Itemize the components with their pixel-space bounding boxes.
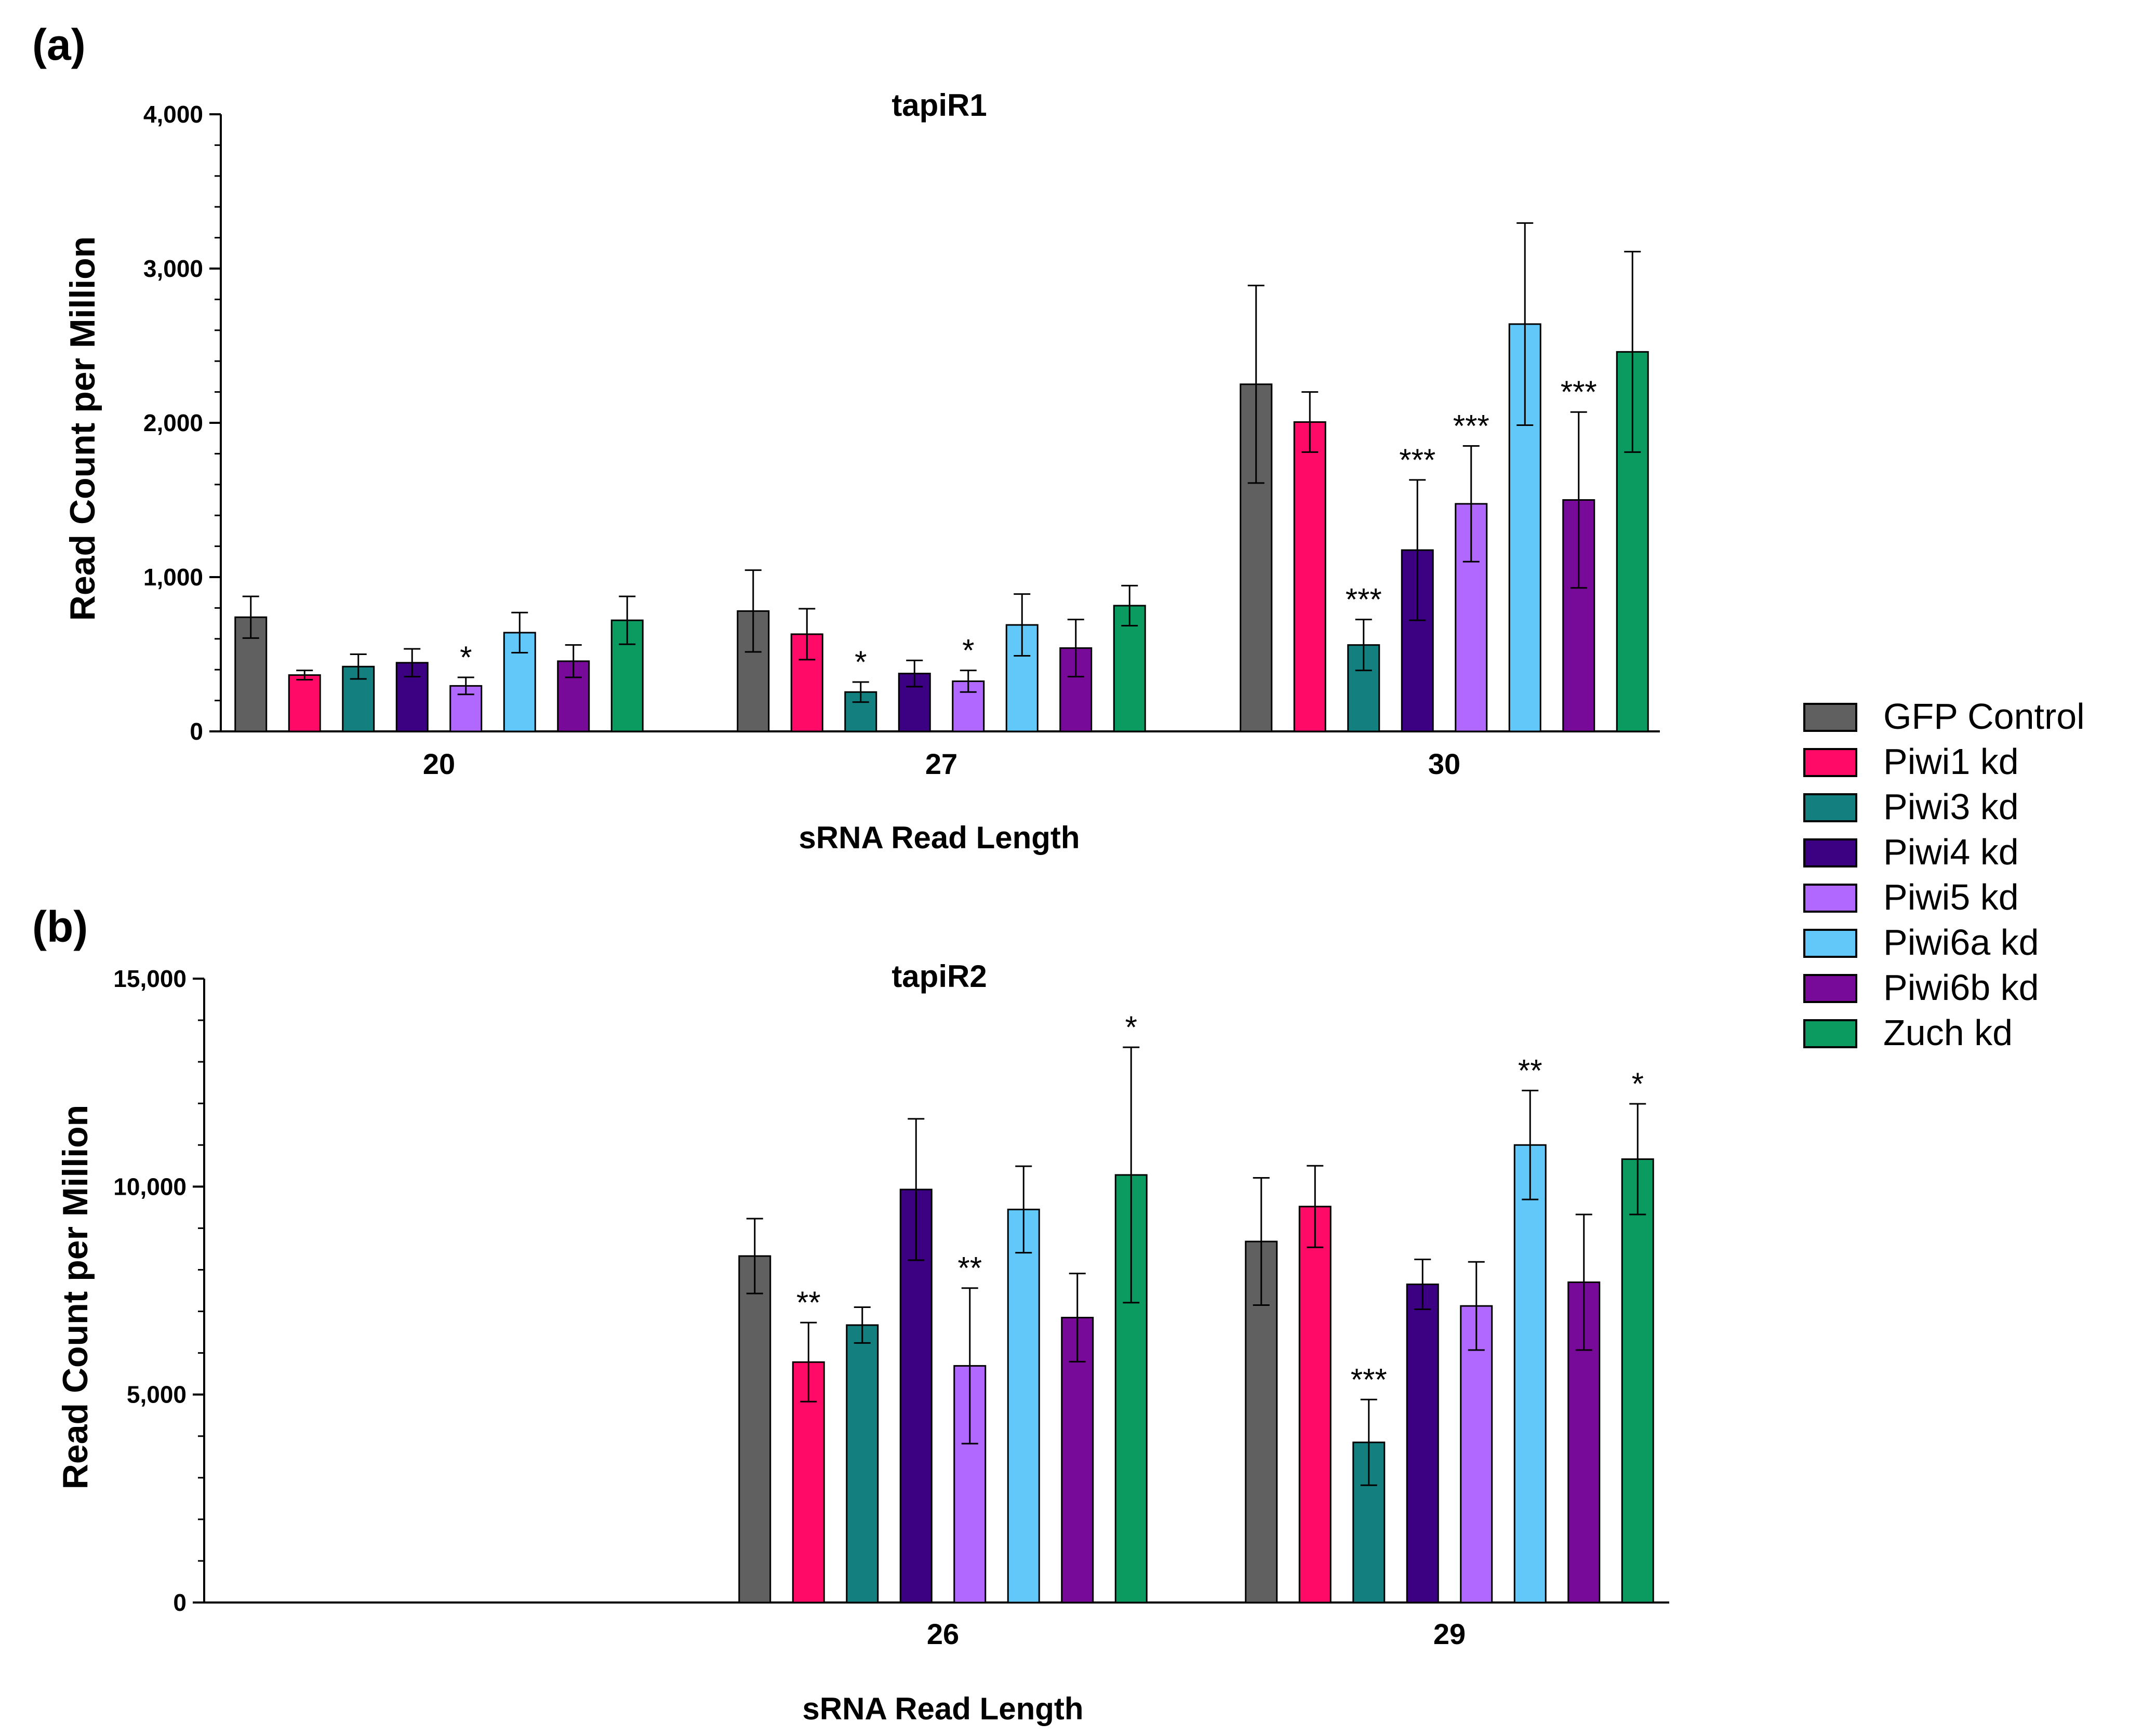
significance-marker: * — [855, 645, 867, 679]
significance-marker: * — [460, 640, 472, 675]
legend-swatch — [1803, 703, 1857, 732]
panel-label-a: (a) — [32, 20, 86, 69]
significance-marker: * — [962, 633, 974, 668]
bar-piwi6b-kd — [557, 660, 590, 732]
y-tick-label: 10,000 — [113, 1173, 187, 1200]
significance-marker: ** — [957, 1251, 982, 1286]
legend-label: Piwi6b kd — [1883, 967, 2039, 1008]
y-tick-label: 5,000 — [127, 1381, 187, 1408]
bar-piwi6a-kd — [1513, 1144, 1547, 1604]
chart-title-a: tapiR1 — [891, 88, 987, 123]
x-category-label: 30 — [1428, 747, 1460, 780]
legend-label: Piwi3 kd — [1883, 786, 2019, 827]
legend-label: Piwi6a kd — [1883, 922, 2039, 963]
y-axis-label-b: Read Count per Million — [56, 1105, 95, 1489]
legend-swatch — [1803, 929, 1857, 958]
x-category-label: 26 — [927, 1618, 959, 1650]
bar-piwi6b-kd — [1061, 1317, 1094, 1604]
bar-zuch-kd — [1113, 605, 1146, 732]
legend-label: Piwi5 kd — [1883, 877, 2019, 917]
legend-label: GFP Control — [1883, 696, 2085, 737]
y-tick-label: 0 — [190, 718, 203, 745]
legend-swatch — [1803, 884, 1857, 913]
legend-label: Zuch kd — [1883, 1012, 2013, 1053]
significance-marker: *** — [1453, 409, 1489, 444]
legend-swatch — [1803, 1019, 1857, 1048]
significance-marker: *** — [1561, 375, 1597, 409]
x-axis-label-a: sRNA Read Length — [799, 820, 1080, 855]
legend-swatch — [1803, 793, 1857, 822]
y-tick-label: 0 — [173, 1589, 187, 1616]
y-tick-label: 4,000 — [143, 101, 203, 128]
significance-marker: * — [1125, 1010, 1137, 1045]
x-category-label: 27 — [925, 747, 957, 780]
bar-zuch-kd — [1621, 1158, 1654, 1604]
significance-marker: ** — [796, 1285, 821, 1320]
legend-label: Piwi1 kd — [1883, 741, 2019, 782]
legend-label: Piwi4 kd — [1883, 832, 2019, 872]
y-tick-label: 2,000 — [143, 409, 203, 436]
significance-marker: * — [1632, 1066, 1644, 1101]
bar-gfp-control — [738, 1255, 771, 1604]
significance-marker: *** — [1399, 443, 1435, 477]
bar-piwi1-kd — [288, 674, 321, 732]
legend-swatch — [1803, 748, 1857, 777]
panel-label-b: (b) — [32, 902, 88, 951]
y-tick-label: 1,000 — [143, 564, 203, 591]
bar-piwi1-kd — [1293, 421, 1326, 732]
x-axis-label-b: sRNA Read Length — [802, 1691, 1083, 1726]
y-axis-label-a: Read Count per Million — [63, 236, 102, 621]
x-category-label: 20 — [423, 747, 455, 780]
legend-swatch — [1803, 838, 1857, 867]
significance-marker: *** — [1346, 582, 1382, 617]
panel-a-chart: (a) tapiR1 Read Count per Million sRNA R… — [32, 20, 1660, 855]
y-tick-label: 3,000 — [143, 255, 203, 282]
significance-marker: *** — [1351, 1362, 1387, 1397]
x-category-label: 29 — [1433, 1618, 1466, 1650]
bar-piwi6a-kd — [1007, 1208, 1040, 1604]
panel-b-chart: (b) tapiR2 Read Count per Million sRNA R… — [32, 902, 1669, 1726]
bar-piwi4-kd — [1406, 1283, 1439, 1604]
legend-swatch — [1803, 974, 1857, 1003]
significance-marker: ** — [1518, 1053, 1542, 1088]
y-tick-label: 15,000 — [113, 965, 187, 992]
bar-piwi1-kd — [1298, 1206, 1332, 1604]
bar-piwi3-kd — [846, 1324, 879, 1604]
chart-title-b: tapiR2 — [891, 959, 987, 994]
